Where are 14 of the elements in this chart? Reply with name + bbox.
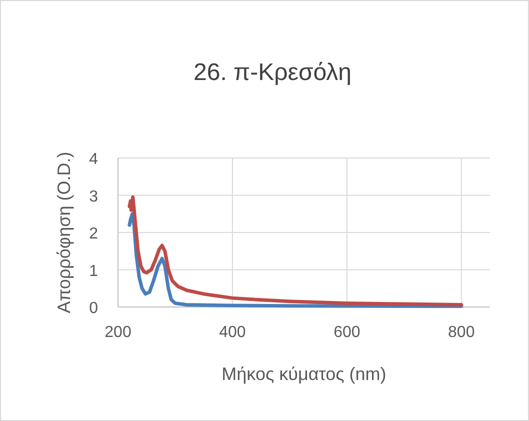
x-tick-label: 800: [448, 324, 475, 341]
x-tick-label: 600: [334, 324, 360, 341]
y-tick-label: 3: [89, 188, 98, 206]
y-tick-label: 1: [89, 262, 98, 280]
y-tick-label: 2: [89, 226, 98, 242]
x-axis-title: Μήκος κύματος (nm): [222, 364, 386, 384]
x-tick-label: 400: [219, 324, 246, 341]
x-tick-label: 200: [104, 324, 132, 341]
chart-title: 26. π-Κρεσόλη: [194, 59, 352, 86]
y-tick-label: 0: [89, 300, 98, 317]
y-tick-label: 4: [89, 151, 98, 168]
y-axis-title: Απορρόφηση (O.D.): [54, 152, 74, 314]
line-series: [128, 195, 464, 307]
line-series: [128, 212, 464, 308]
